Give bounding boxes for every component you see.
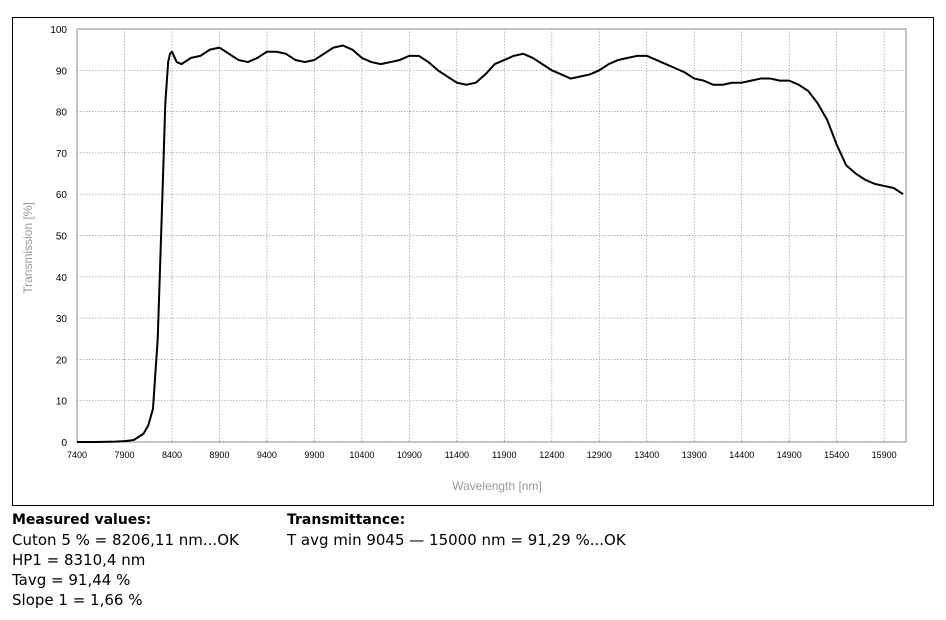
x-tick-label: 13400 [634,450,659,460]
x-tick-label: 9900 [304,450,324,460]
y-tick-label: 100 [50,25,67,36]
data-line [77,44,904,443]
x-tick-label: 11900 [492,450,516,460]
measured-line: HP1 = 8310,4 nm [12,551,146,569]
chart: Wavelength [nm] Transmission [%] 0 10 20 30… [12,17,934,506]
x-tick-label: 11400 [445,450,469,460]
y-tick-label: 20 [56,355,68,366]
y-tick-label: 30 [56,314,68,325]
x-tick-label: 15400 [824,450,849,460]
y-tick-label: 70 [56,149,68,160]
x-tick-label: 12900 [587,450,612,460]
x-tick-label: 8900 [209,450,229,460]
y-tick-label: 0 [61,438,67,449]
x-tick-label: 12400 [539,450,564,460]
y-axis-title: Transmission [%] [21,202,35,294]
x-tick-label: 7400 [67,450,87,460]
x-tick-label: 10900 [397,450,422,460]
measured-line: Tavg = 91,44 % [12,571,131,589]
x-tick-label: 14400 [729,450,754,460]
y-tick-label: 60 [56,190,68,201]
transmittance-line: T avg min 9045 — 15000 nm = 91,29 %...OK [287,531,626,549]
x-tick-label: 7900 [114,450,134,460]
y-tick-label: 80 [56,108,68,119]
measured-lines: Cuton 5 % = 8206,11 nm...OK HP1 = 8310,4 … [12,530,239,610]
transmittance-lines: T avg min 9045 — 15000 nm = 91,29 %...OK [287,530,626,550]
transmittance-block: Transmittance: T avg min 9045 — 15000 nm… [287,510,626,550]
x-tick-label: 13900 [682,450,707,460]
x-tick-label: 14900 [777,450,802,460]
measured-title: Measured values: [12,512,152,528]
y-tick-label: 90 [56,66,68,77]
x-tick-label: 15900 [872,450,897,460]
transmittance-title: Transmittance: [287,512,406,528]
chart-frame [12,17,934,506]
x-tick-label: 8400 [162,450,182,460]
measured-line: Slope 1 = 1,66 % [12,591,143,609]
x-tick-label: 10400 [349,450,374,460]
y-tick-label: 50 [56,232,68,243]
y-tick-label: 10 [56,397,68,408]
x-tick-label: 9400 [257,450,277,460]
y-tick-label: 40 [56,273,68,284]
x-axis-title: Wavelength [nm] [452,479,542,493]
measured-line: Cuton 5 % = 8206,11 nm...OK [12,531,239,549]
measured-block: Measured values: Cuton 5 % = 8206,11 nm.… [12,510,239,610]
